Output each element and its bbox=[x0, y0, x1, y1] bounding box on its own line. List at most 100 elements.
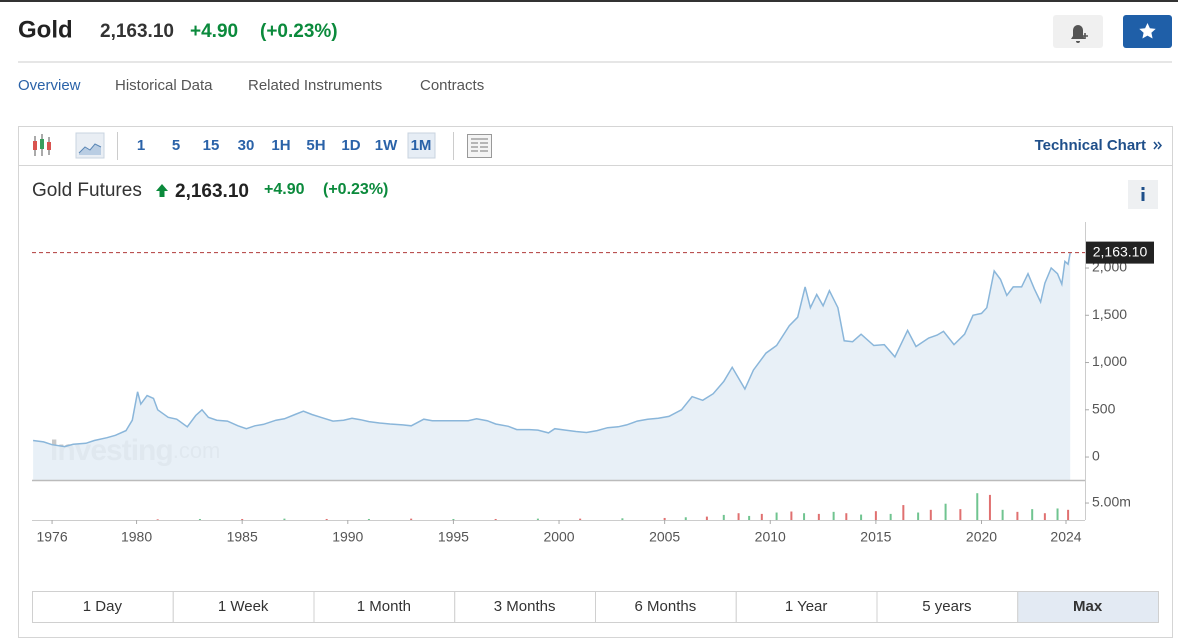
top-border bbox=[0, 0, 1178, 2]
volume-bar bbox=[874, 511, 877, 520]
bell-icon bbox=[1071, 25, 1085, 43]
interval-button[interactable]: 1H bbox=[271, 137, 290, 154]
volume-bar bbox=[988, 494, 991, 520]
change: +4.90 bbox=[190, 21, 238, 42]
last-value-box bbox=[1086, 241, 1154, 264]
period-button-bg[interactable] bbox=[454, 591, 596, 623]
interval-button[interactable]: 1M bbox=[411, 137, 432, 154]
last-value-label: 2,163.10 bbox=[1093, 243, 1148, 259]
interval-button[interactable]: 5H bbox=[306, 137, 325, 154]
period-button-bg[interactable] bbox=[876, 591, 1019, 623]
volume-bar bbox=[452, 518, 455, 520]
volume-bar bbox=[579, 518, 582, 520]
volume-bar bbox=[917, 512, 920, 520]
volume-bar bbox=[1031, 509, 1034, 520]
period-buttons: 1 Day 1 Week 1 Month 3 Months 6 Months 1 Year… bbox=[32, 591, 1159, 623]
period-button[interactable]: 1 Month bbox=[357, 598, 411, 615]
period-button-bg[interactable] bbox=[1017, 591, 1159, 623]
volume-bar bbox=[832, 511, 835, 520]
period-button-bg[interactable] bbox=[172, 591, 315, 623]
volume-bar bbox=[1001, 509, 1004, 520]
period-button[interactable]: 3 Months bbox=[494, 598, 556, 615]
y-tick-label: 0 bbox=[1092, 448, 1100, 464]
volume-bar bbox=[959, 509, 962, 520]
table-icon[interactable] bbox=[467, 134, 492, 158]
volume-bar bbox=[621, 518, 624, 520]
volume-bar bbox=[283, 518, 286, 520]
interval-button[interactable]: 15 bbox=[203, 137, 220, 154]
volume-bar bbox=[902, 505, 905, 520]
volume-bar bbox=[976, 493, 979, 520]
volume-bar bbox=[1043, 513, 1046, 520]
interval-button[interactable]: 5 bbox=[172, 137, 180, 154]
volume-bar bbox=[1067, 509, 1070, 520]
price: 2,163.10 bbox=[100, 21, 174, 42]
volume-bar bbox=[536, 518, 539, 520]
tab[interactable]: Contracts bbox=[420, 77, 484, 94]
period-button-bg[interactable] bbox=[595, 591, 737, 623]
tab[interactable]: Related Instruments bbox=[248, 77, 382, 94]
period-button[interactable]: 1 Year bbox=[785, 598, 828, 615]
period-button-bg[interactable] bbox=[735, 591, 878, 623]
x-tick-label: 2015 bbox=[860, 529, 891, 545]
volume-bar bbox=[803, 513, 806, 520]
volume-bar bbox=[889, 513, 892, 520]
price-area bbox=[33, 252, 1071, 480]
tab[interactable]: Overview bbox=[18, 77, 81, 94]
x-tick-label: 2000 bbox=[543, 529, 574, 545]
volume-bar bbox=[684, 517, 687, 520]
x-tick-label: 2005 bbox=[649, 529, 680, 545]
alert-button[interactable] bbox=[1053, 15, 1103, 48]
volume-bar bbox=[775, 512, 778, 520]
x-tick-label: 1980 bbox=[121, 529, 152, 545]
y-tick-label: 1,500 bbox=[1092, 306, 1127, 322]
x-tick-label: 2010 bbox=[755, 529, 786, 545]
volume-bar bbox=[790, 511, 793, 520]
period-button-bg[interactable] bbox=[32, 591, 174, 623]
period-button[interactable]: Max bbox=[1073, 598, 1103, 615]
tab[interactable]: Historical Data bbox=[115, 77, 213, 94]
volume-bar bbox=[156, 519, 159, 520]
tabs: Overview Historical Data Related Instrumen… bbox=[18, 77, 484, 94]
volume-bar bbox=[663, 517, 666, 520]
star-icon bbox=[1139, 23, 1156, 39]
volume-bar bbox=[325, 518, 328, 520]
volume-bar bbox=[760, 513, 763, 520]
volume-bar bbox=[367, 518, 370, 520]
interval-button[interactable]: 30 bbox=[238, 137, 255, 154]
area-chart-icon[interactable] bbox=[75, 132, 105, 159]
interval-button[interactable]: 1D bbox=[341, 137, 360, 154]
x-tick-label: 1990 bbox=[332, 529, 363, 545]
period-button[interactable]: 1 Day bbox=[83, 598, 123, 615]
header-divider bbox=[18, 61, 1172, 63]
period-button-bg[interactable] bbox=[313, 591, 456, 623]
candlestick-icon[interactable] bbox=[33, 134, 51, 156]
period-button[interactable]: 1 Week bbox=[218, 598, 269, 615]
y-tick-label: 1,000 bbox=[1092, 353, 1127, 369]
technical-chart-link[interactable]: Technical Chart bbox=[1035, 137, 1146, 154]
interval-button[interactable]: 1W bbox=[375, 137, 398, 154]
intervals: 1 5 15 30 1H 5H 1D 1W 1M bbox=[137, 132, 436, 159]
volume-bar bbox=[705, 516, 708, 520]
chart-change-percent: (+0.23%) bbox=[323, 181, 388, 198]
up-arrow bbox=[156, 184, 168, 197]
y-tick-label: 500 bbox=[1092, 400, 1116, 416]
x-tick-label: 1985 bbox=[227, 529, 258, 545]
period-button[interactable]: 5 years bbox=[922, 598, 971, 615]
info-button[interactable] bbox=[1128, 180, 1158, 209]
watchlist-button[interactable] bbox=[1123, 15, 1172, 48]
volume-bar bbox=[860, 514, 863, 520]
chart-title: Gold Futures bbox=[32, 180, 142, 201]
period-button[interactable]: 6 Months bbox=[635, 598, 697, 615]
interval-button[interactable]: 1 bbox=[137, 137, 145, 154]
volume-bar bbox=[410, 518, 413, 520]
volume-bar bbox=[944, 503, 947, 520]
volume-y-tick-label: 5.00m bbox=[1092, 494, 1131, 510]
volume-bar bbox=[1016, 511, 1019, 520]
volume-bar bbox=[494, 518, 497, 520]
price-line bbox=[33, 252, 1071, 448]
volume-bar bbox=[817, 513, 820, 520]
instrument-title: Gold bbox=[18, 16, 73, 43]
